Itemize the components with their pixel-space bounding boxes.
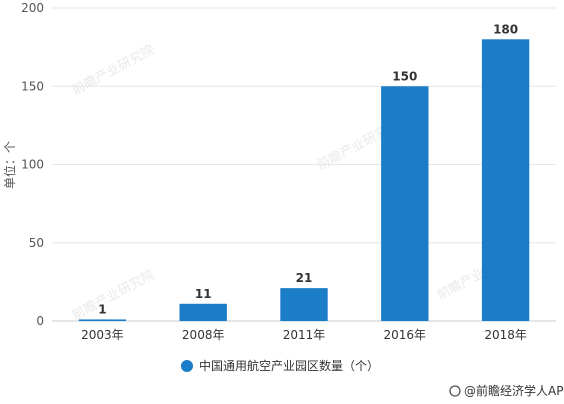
x-tick-label: 2011年 bbox=[283, 328, 326, 342]
data-label: 180 bbox=[493, 22, 518, 36]
bar bbox=[78, 319, 127, 321]
legend-label: 中国通用航空产业园区数量（个） bbox=[199, 358, 379, 373]
y-axis-title: 单位：个 bbox=[2, 141, 17, 189]
credit-text: @前瞻经济学人APP bbox=[464, 383, 564, 398]
watermark: 前瞻产业研究院 bbox=[69, 267, 157, 324]
bar bbox=[179, 303, 227, 321]
legend: 中国通用航空产业园区数量（个） bbox=[181, 358, 379, 373]
y-tick-label: 50 bbox=[29, 236, 44, 250]
y-tick-label: 200 bbox=[21, 1, 44, 15]
data-label: 11 bbox=[195, 287, 212, 301]
x-tick-label: 2018年 bbox=[484, 328, 527, 342]
x-tick-label: 2016年 bbox=[384, 328, 427, 342]
y-axis-ticks: 0 50 100 150 200 bbox=[21, 1, 44, 328]
y-tick-label: 150 bbox=[21, 79, 44, 93]
bar bbox=[381, 86, 429, 321]
credit-logo-icon bbox=[449, 385, 461, 397]
data-label: 1 bbox=[98, 302, 106, 316]
credit-block: @前瞻经济学人APP bbox=[449, 383, 564, 398]
x-tick-label: 2003年 bbox=[81, 328, 124, 342]
y-tick-label: 100 bbox=[21, 158, 44, 172]
x-axis-ticks: 2003年 2008年 2011年 2016年 2018年 bbox=[81, 328, 527, 342]
x-tick-label: 2008年 bbox=[182, 328, 225, 342]
bar bbox=[280, 288, 328, 321]
data-label: 150 bbox=[392, 69, 417, 83]
bar bbox=[481, 39, 530, 322]
bars bbox=[78, 39, 530, 322]
data-label: 21 bbox=[296, 271, 313, 285]
legend-marker bbox=[181, 360, 193, 372]
watermark: 前瞻产业研究院 bbox=[69, 42, 157, 99]
y-tick-label: 0 bbox=[36, 314, 44, 328]
